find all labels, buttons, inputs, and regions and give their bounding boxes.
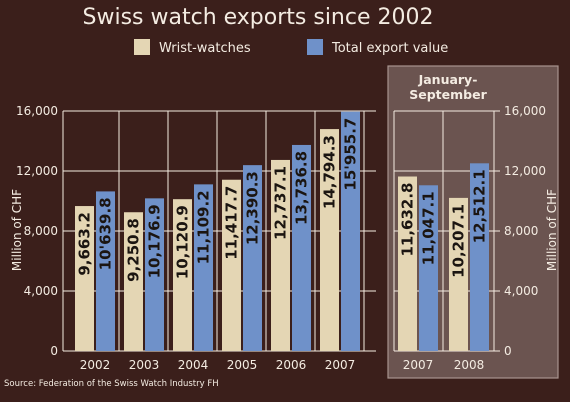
y-tick-label-left: 16,000 [16, 104, 58, 118]
y-tick-label-left: 0 [50, 344, 58, 358]
bar-total-export [292, 144, 311, 351]
x-tick-label: 2002 [80, 358, 111, 372]
x-tick-label: 2007 [403, 358, 434, 372]
bar-total-export [341, 111, 360, 352]
bar-value-label: 9,663.2 [76, 212, 94, 276]
y-tick-label-right: 12,000 [504, 164, 546, 178]
legend: Wrist-watches Total export value [134, 39, 448, 56]
y-tick-label-right: 4,000 [504, 284, 538, 298]
bar-value-label: 11,632.8 [399, 183, 417, 257]
y-tick-label-left: 12,000 [16, 164, 58, 178]
x-tick-label: 2008 [454, 358, 485, 372]
x-tick-label: 2003 [129, 358, 160, 372]
bar-value-label: 13,736.8 [293, 151, 311, 225]
bars: 9,663.2 10'639.8 9,250.8 10,176.9 10,120.9 11… [75, 111, 489, 352]
bar-wrist-watches [173, 199, 192, 351]
x-axis-labels: 2002 2003 2004 2005 2006 2007 2007 2008 [80, 358, 485, 372]
bar-value-label: 9,250.8 [125, 218, 143, 282]
bar-wrist-watches [124, 212, 143, 351]
legend-label-wrist-watches: Wrist-watches [159, 41, 251, 56]
bar-value-label: 12,737.1 [272, 166, 290, 240]
bar-value-label: 10,176.9 [146, 204, 164, 278]
y-tick-label-right: 16,000 [504, 104, 546, 118]
y-tick-label-right: 0 [504, 344, 512, 358]
grid [62, 110, 500, 352]
x-tick-label: 2007 [325, 358, 356, 372]
legend-label-total-export: Total export value [331, 41, 448, 56]
source-note: Source: Federation of the Swiss Watch In… [4, 379, 219, 389]
bar-value-label: 15'955.7 [342, 118, 360, 191]
bar-value-label: 14,794.3 [321, 135, 339, 209]
bar-value-label: 11,417.7 [223, 186, 241, 260]
bar-wrist-watches [398, 176, 417, 351]
panel-label-line2: September [409, 87, 487, 102]
bar-total-export [419, 185, 438, 351]
x-tick-label: 2004 [178, 358, 209, 372]
bar-value-label: 11,047.1 [420, 191, 438, 265]
bar-value-label: 10'639.8 [97, 197, 115, 270]
bar-total-export [194, 184, 213, 351]
y-axis-label-left: Million of CHF [10, 189, 24, 271]
y-tick-label-left: 8,000 [24, 224, 58, 238]
legend-swatch-total-export [307, 39, 323, 55]
bar-total-export [243, 165, 262, 351]
bar-total-export [96, 191, 115, 351]
y-axis-ticks: 0 0 4,000 4,000 8,000 8,000 12,000 12,000 16,000… [16, 104, 546, 358]
bar-value-label: 11,109.2 [195, 190, 213, 264]
bar-wrist-watches [449, 197, 468, 351]
x-tick-label: 2005 [227, 358, 258, 372]
bar-value-label: 12,390.3 [244, 171, 262, 245]
legend-swatch-wrist-watches [134, 39, 150, 55]
bar-wrist-watches [320, 129, 339, 351]
bar-wrist-watches [75, 206, 94, 351]
bar-total-export [145, 198, 164, 351]
bar-wrist-watches [271, 159, 290, 351]
y-axis-label-right: Million of CHF [545, 189, 559, 271]
chart-title: Swiss watch exports since 2002 [83, 5, 434, 30]
bar-value-label: 10,120.9 [174, 205, 192, 279]
y-tick-label-left: 4,000 [24, 284, 58, 298]
x-tick-label: 2006 [276, 358, 307, 372]
y-tick-label-right: 8,000 [504, 224, 538, 238]
panel-label-line1: January- [418, 72, 478, 87]
bar-total-export [470, 163, 489, 351]
bar-wrist-watches [222, 179, 241, 351]
bar-value-label: 12,512.1 [471, 169, 489, 243]
bar-value-label: 10,207.1 [450, 204, 468, 278]
